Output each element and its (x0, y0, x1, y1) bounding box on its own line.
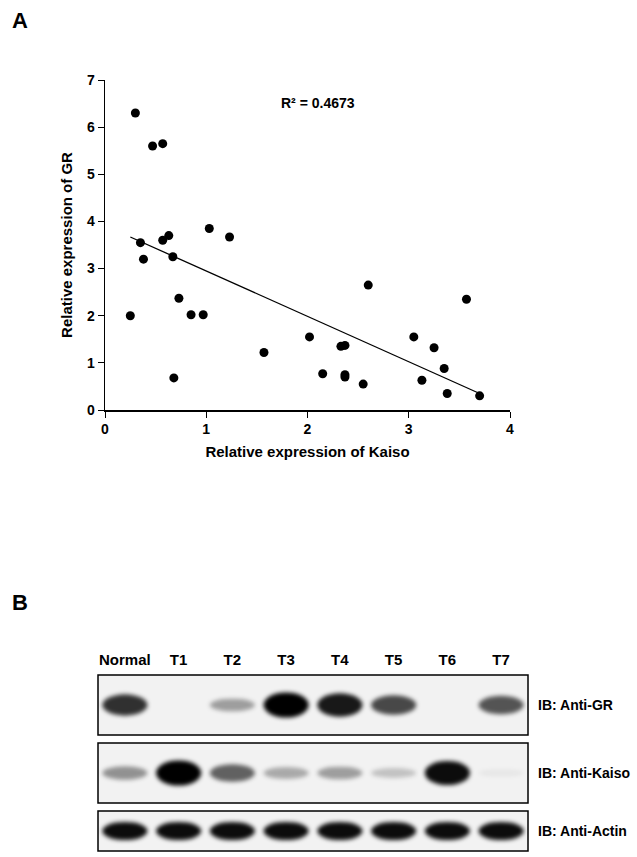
svg-text:T1: T1 (170, 651, 188, 668)
svg-text:Relative expression of Kaiso: Relative expression of Kaiso (205, 443, 409, 460)
svg-text:7: 7 (87, 72, 95, 88)
svg-text:3: 3 (405, 421, 413, 437)
html-text:A: A (12, 8, 28, 33)
svg-text:4: 4 (506, 421, 514, 437)
svg-text:0: 0 (101, 421, 109, 437)
svg-text:T2: T2 (224, 651, 242, 668)
svg-text:T4: T4 (331, 651, 349, 668)
svg-text:2: 2 (304, 421, 312, 437)
html-text:B: B (12, 590, 28, 615)
svg-text:IB: Anti-GR: IB: Anti-GR (538, 697, 613, 713)
svg-text:2: 2 (87, 308, 95, 324)
svg-text:0: 0 (87, 402, 95, 418)
svg-text:1: 1 (202, 421, 210, 437)
svg-text:R² = 0.4673: R² = 0.4673 (281, 95, 355, 111)
svg-text:Normal: Normal (99, 651, 151, 668)
svg-text:T6: T6 (439, 651, 457, 668)
svg-text:IB: Anti-Kaiso: IB: Anti-Kaiso (538, 765, 630, 781)
svg-text:3: 3 (87, 260, 95, 276)
svg-text:T5: T5 (385, 651, 403, 668)
svg-text:Relative expression of GR: Relative expression of GR (58, 152, 75, 338)
svg-text:1: 1 (87, 355, 95, 371)
svg-text:T3: T3 (277, 651, 295, 668)
svg-text:T7: T7 (492, 651, 510, 668)
svg-text:5: 5 (87, 166, 95, 182)
svg-text:6: 6 (87, 119, 95, 135)
svg-text:IB: Anti-Actin: IB: Anti-Actin (538, 823, 627, 839)
svg-text:4: 4 (87, 213, 95, 229)
